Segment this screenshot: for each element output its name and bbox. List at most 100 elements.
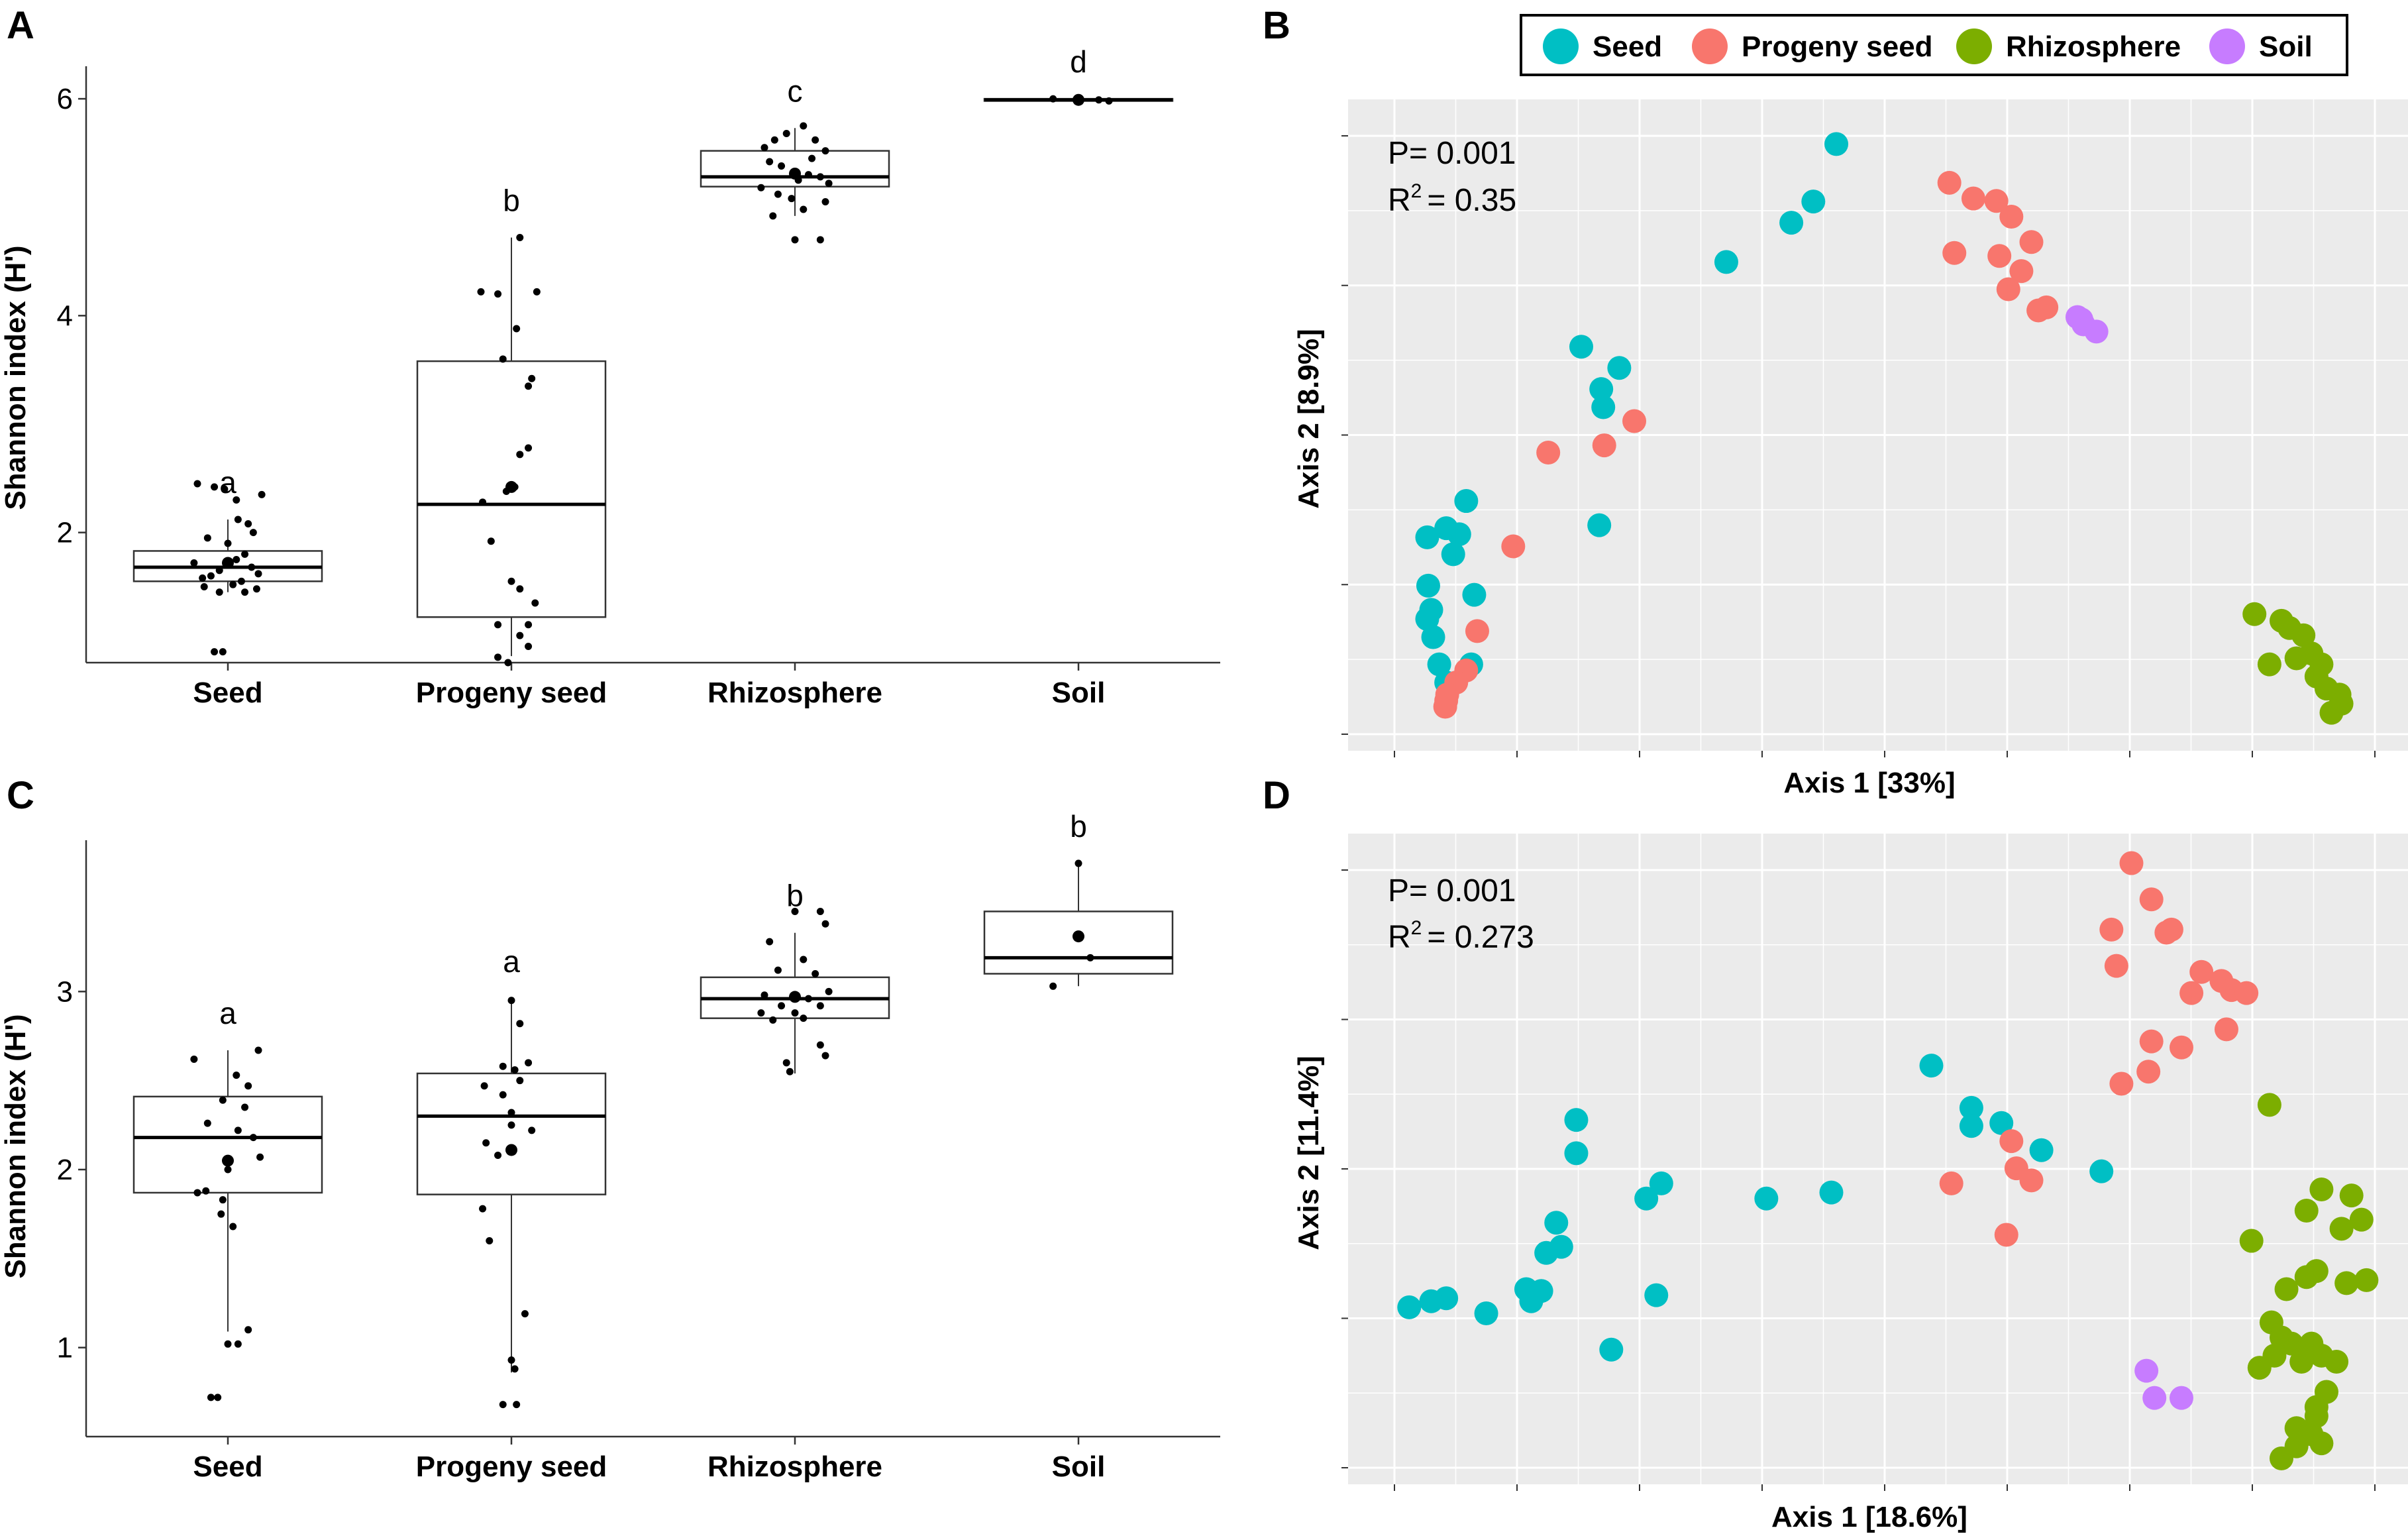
panel-a-data-point — [766, 158, 774, 166]
panel-c-data-point — [203, 1119, 211, 1127]
panel-c-data-point — [816, 1041, 824, 1049]
panel-d-point-rhizosphere — [2279, 1331, 2304, 1356]
panel-d-point-rhizosphere — [2239, 1229, 2264, 1253]
panel-a-data-point — [479, 498, 487, 506]
panel-c-data-point — [499, 1062, 507, 1070]
panel-b-point-progeny-seed — [1942, 241, 1967, 265]
panel-d-point-progeny-seed — [2139, 1029, 2164, 1054]
legend-label-soil: Soil — [2259, 30, 2313, 63]
panel-c-data-point — [233, 1071, 240, 1079]
panel-c-data-point — [499, 1091, 507, 1099]
panel-letter-a: A — [7, 4, 34, 47]
legend-swatch-soil — [2209, 28, 2245, 64]
panel-c-data-point — [513, 1401, 521, 1409]
panel-d-point-seed — [1474, 1301, 1498, 1325]
panel-d-point-progeny-seed — [2189, 959, 2214, 984]
panel-b-point-seed — [1434, 516, 1459, 541]
panel-c-data-point — [249, 1134, 257, 1142]
panel-c-data-point — [254, 1046, 262, 1054]
panel-d-point-progeny-seed — [2179, 981, 2204, 1005]
panel-d-point-soil — [2134, 1358, 2159, 1383]
panel-a-mean-marker — [505, 480, 517, 493]
panel-a-data-point — [494, 290, 502, 298]
panel-c-data-point — [816, 1002, 824, 1010]
panel-d-point-soil — [2170, 1386, 2193, 1410]
panel-b-x-axis-title: Axis 1 [33%] — [1783, 767, 1955, 799]
panel-a-data-point — [821, 198, 829, 206]
panel-b-plot-background — [1348, 99, 2408, 751]
panel-d-point-rhizosphere — [2294, 1265, 2319, 1289]
panel-d-point-rhizosphere — [2309, 1178, 2334, 1202]
panel-c-data-point — [244, 1326, 252, 1334]
panel-c-data-point — [760, 991, 768, 999]
panel-d-r-superscript: 2 — [1411, 917, 1422, 939]
panel-c-category-label: Progeny seed — [416, 1451, 607, 1483]
panel-d-point-seed — [1644, 1283, 1669, 1307]
panel-a-data-point — [234, 516, 242, 523]
panel-d-point-progeny-seed — [2214, 1017, 2238, 1042]
panel-c-data-point — [507, 997, 515, 1005]
panel-d-point-seed — [2029, 1138, 2054, 1162]
panel-a-data-point — [203, 534, 211, 542]
panel-d-r-letter: R — [1388, 920, 1411, 955]
panel-d-point-seed — [1754, 1186, 1779, 1211]
panel-d-point-rhizosphere — [2284, 1416, 2309, 1441]
panel-d-point-progeny-seed — [2154, 920, 2179, 945]
panel-a-data-point — [215, 588, 223, 596]
panel-a-data-point — [516, 234, 524, 242]
panel-d-point-progeny-seed — [2104, 954, 2128, 978]
panel-c-data-point — [791, 1009, 799, 1017]
panel-c-data-point — [207, 1394, 215, 1401]
panel-a-data-point — [760, 144, 768, 152]
panel-letter-d: D — [1263, 774, 1290, 817]
panel-a-significance-letter: d — [1070, 44, 1087, 79]
panel-d-point-seed — [1599, 1337, 1624, 1362]
panel-a-data-point — [229, 580, 237, 588]
panel-d-point-progeny-seed — [2136, 1060, 2161, 1084]
panel-c-significance-letter: a — [219, 996, 236, 1030]
panel-c-data-point — [190, 1055, 198, 1063]
panel-a-data-point — [1049, 95, 1057, 103]
legend-label-rhizosphere: Rhizosphere — [2006, 30, 2181, 63]
panel-a-data-point — [808, 154, 816, 162]
panel-d-point-rhizosphere — [2262, 1343, 2287, 1368]
panel-c-mean-marker — [1073, 930, 1084, 943]
panel-b-r-letter: R — [1388, 183, 1411, 218]
panel-b-point-progeny-seed — [1622, 409, 1647, 433]
panel-b-point-rhizosphere — [2319, 700, 2344, 725]
panel-a-significance-letter: c — [788, 74, 803, 108]
panel-b-point-rhizosphere — [2284, 646, 2309, 671]
panel-a-data-point — [221, 485, 229, 493]
panel-c-category-label: Seed — [193, 1451, 262, 1483]
panel-b-point-seed — [1591, 395, 1616, 419]
panel-c-data-point — [214, 1394, 222, 1401]
panel-c-data-point — [507, 1109, 515, 1117]
panel-a-data-point — [825, 180, 833, 188]
panel-c-data-point — [507, 1356, 515, 1364]
panel-d-point-rhizosphere — [2325, 1349, 2349, 1374]
panel-c-data-point — [234, 1340, 242, 1348]
panel-a-data-point — [816, 173, 824, 181]
panel-d-point-seed — [1634, 1186, 1659, 1211]
panel-a-data-point — [507, 577, 515, 585]
panel-a-data-point — [516, 631, 524, 639]
panel-letter-c: C — [7, 774, 34, 817]
panel-a-data-point — [249, 529, 257, 537]
panel-d-gridlines — [1348, 834, 2408, 1484]
panel-b-point-seed — [1419, 598, 1443, 622]
panel-a-data-point — [513, 325, 521, 333]
panel-c-significance-letter: b — [786, 879, 804, 913]
panel-a-data-point — [778, 162, 786, 170]
panel-d-point-rhizosphere — [2339, 1183, 2364, 1208]
panel-b-point-progeny-seed — [1984, 189, 2009, 213]
panel-c-mean-marker — [505, 1144, 517, 1156]
panel-b-point-seed — [1416, 573, 1440, 598]
panel-c-data-point — [1049, 982, 1057, 990]
panel-b-point-progeny-seed — [1465, 619, 1489, 643]
panel-c-mean-marker — [222, 1154, 234, 1167]
panel-c-data-point — [511, 1066, 519, 1074]
panel-c-category-label: Soil — [1052, 1451, 1106, 1483]
panel-c-data-point — [516, 1020, 524, 1028]
panel-a-y-tick-label: 2 — [57, 517, 73, 549]
